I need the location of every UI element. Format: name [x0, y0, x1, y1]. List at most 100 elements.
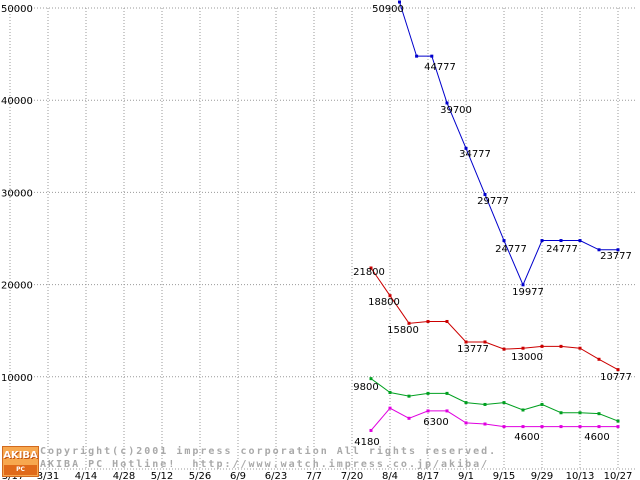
x-tick-label: 7/7 — [306, 471, 322, 480]
data-point-red — [559, 344, 563, 348]
data-point-green — [521, 408, 525, 412]
data-point-green — [407, 394, 411, 398]
data-point-magenta — [616, 425, 620, 429]
data-point-magenta — [597, 425, 601, 429]
data-point-green — [426, 391, 430, 395]
data-point-red — [483, 340, 487, 344]
data-point-red — [578, 346, 582, 350]
data-point-red — [616, 368, 620, 372]
series-line-blue — [399, 1, 618, 287]
data-point-magenta — [464, 421, 468, 425]
x-tick-label: 9/1 — [458, 471, 474, 480]
x-tick-label: 5/26 — [189, 471, 211, 480]
y-tick-label: 50000 — [1, 4, 33, 15]
data-point-blue — [430, 54, 434, 58]
x-tick-label: 10/27 — [604, 471, 633, 480]
point-value-label: 4600 — [584, 432, 609, 443]
data-point-magenta — [578, 425, 582, 429]
data-point-red — [369, 266, 373, 270]
data-point-magenta — [559, 425, 563, 429]
logo-pchotline-text: PC Hotline! — [4, 465, 37, 475]
point-value-label: 13000 — [511, 352, 543, 363]
data-point-green — [597, 412, 601, 416]
point-value-label: 29777 — [477, 196, 509, 207]
x-tick-label: 10/13 — [566, 471, 595, 480]
data-point-magenta — [407, 416, 411, 420]
y-tick-label: 40000 — [1, 96, 33, 107]
akiba-logo: AKIBA PC Hotline! — [2, 446, 39, 477]
point-value-label: 15800 — [387, 325, 419, 336]
x-tick-label: 3/31 — [37, 471, 59, 480]
y-tick-label: 20000 — [1, 281, 33, 292]
point-value-label: 39700 — [440, 105, 472, 116]
x-tick-label: 4/14 — [75, 471, 97, 480]
x-tick-label: 5/12 — [151, 471, 173, 480]
data-point-green — [369, 377, 373, 381]
point-value-label: 24777 — [495, 244, 527, 255]
x-tick-label: 4/28 — [113, 471, 135, 480]
y-tick-label: 30000 — [1, 188, 33, 199]
point-value-label: 19977 — [512, 287, 544, 298]
data-point-magenta — [540, 425, 544, 429]
x-tick-label: 9/15 — [493, 471, 515, 480]
point-value-label: 34777 — [459, 149, 491, 160]
data-point-green — [502, 401, 506, 405]
data-point-green — [540, 402, 544, 406]
point-value-label: 13777 — [457, 344, 489, 355]
x-tick-label: 6/23 — [265, 471, 287, 480]
data-point-blue — [597, 248, 601, 252]
data-point-magenta — [502, 425, 506, 429]
data-point-red — [426, 319, 430, 323]
data-point-red — [597, 357, 601, 361]
data-point-blue — [616, 248, 620, 252]
data-point-green — [388, 390, 392, 394]
footer: AKIBA PC Hotline! Copyright(c)2001 impre… — [0, 444, 640, 480]
series-line-magenta — [370, 407, 618, 431]
data-point-green — [578, 411, 582, 415]
x-tick-label: 9/29 — [531, 471, 553, 480]
data-point-green — [483, 402, 487, 406]
data-point-blue — [483, 192, 487, 196]
data-point-red — [464, 340, 468, 344]
data-point-red — [407, 321, 411, 325]
x-tick-label: 8/17 — [417, 471, 439, 480]
x-tick-label: 6/9 — [230, 471, 246, 480]
point-value-label: 4180 — [354, 437, 379, 448]
data-point-blue — [415, 54, 419, 58]
data-point-red — [540, 344, 544, 348]
data-point-magenta — [445, 409, 449, 413]
point-value-label: 44777 — [424, 62, 456, 73]
data-point-magenta — [426, 409, 430, 413]
data-point-red — [502, 347, 506, 351]
point-value-label: 4600 — [514, 432, 539, 443]
point-value-label: 18800 — [368, 297, 400, 308]
data-point-red — [445, 319, 449, 323]
data-point-blue — [521, 283, 525, 287]
data-point-blue — [540, 239, 544, 243]
point-value-label: 6300 — [423, 417, 448, 428]
data-point-blue — [445, 101, 449, 105]
point-value-label: 9800 — [353, 382, 378, 393]
point-value-label: 21800 — [353, 267, 385, 278]
data-point-blue — [464, 146, 468, 150]
data-point-green — [559, 411, 563, 415]
point-value-label: 10777 — [600, 372, 632, 383]
data-point-magenta — [388, 406, 392, 410]
data-point-red — [388, 294, 392, 298]
data-point-green — [464, 401, 468, 405]
data-point-blue — [398, 0, 401, 4]
data-point-blue — [502, 239, 506, 243]
copyright-text: Copyright(c)2001 impress corporation All… — [40, 446, 498, 457]
data-point-magenta — [369, 428, 373, 432]
series-line-red — [370, 267, 619, 371]
series-line-green — [370, 378, 619, 422]
x-tick-label: 7/20 — [341, 471, 363, 480]
data-point-blue — [578, 239, 582, 243]
site-url-text: AKIBA PC Hotline! http://www.watch.impre… — [40, 459, 490, 470]
point-value-label: 23777 — [600, 251, 632, 262]
point-value-label: 24777 — [546, 244, 578, 255]
data-point-magenta — [483, 422, 487, 426]
data-point-blue — [559, 239, 563, 243]
data-point-green — [616, 419, 620, 423]
